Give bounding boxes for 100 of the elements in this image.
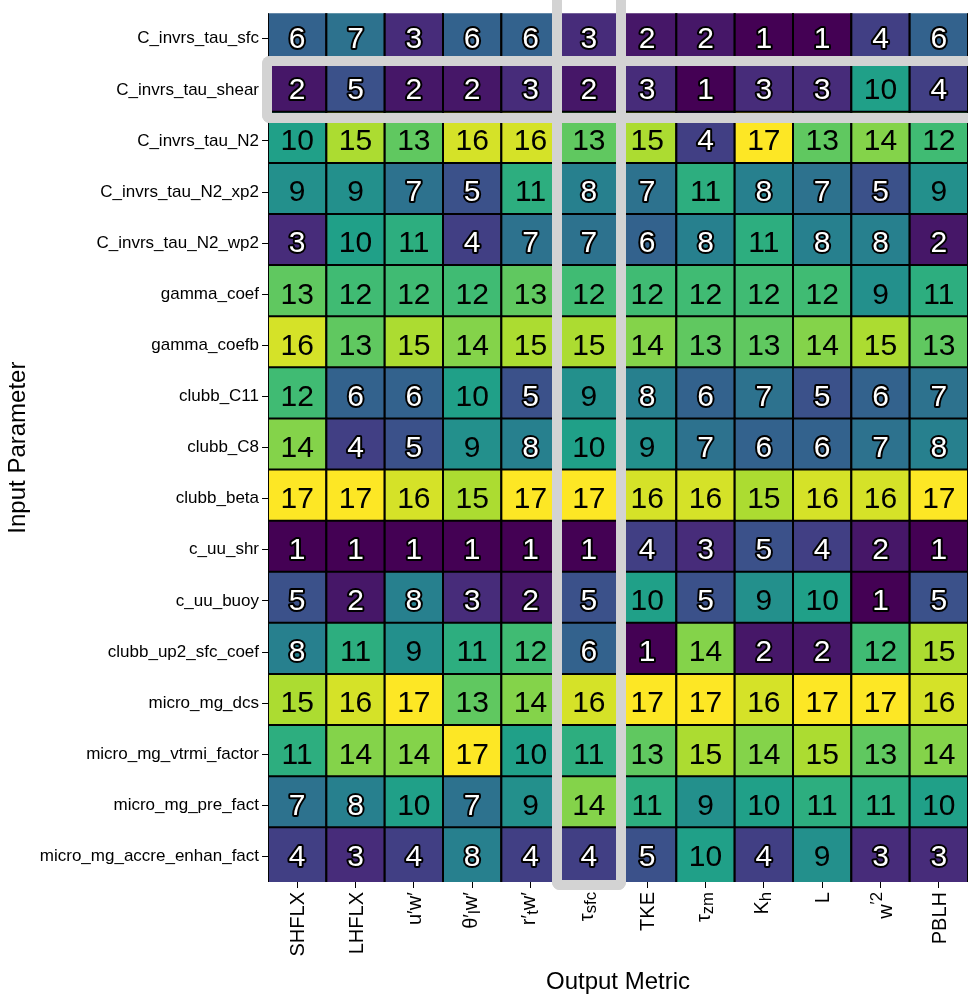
data-label: 17 (630, 685, 664, 719)
data-label: 3 (463, 583, 481, 617)
data-label: 4 (405, 838, 423, 872)
data-label: 17 (455, 736, 489, 770)
y-tick-label: micro_mg_vtrmi_factor (86, 743, 260, 763)
data-label: 1 (288, 532, 306, 566)
data-label: 4 (813, 532, 831, 566)
data-label: 13 (863, 736, 898, 770)
data-label: 14 (455, 327, 489, 361)
data-label: 1 (697, 72, 714, 106)
data-label: 13 (630, 736, 664, 770)
data-label: 10 (922, 787, 956, 821)
x-tick-label: LHFLX (343, 892, 368, 955)
y-tick-label: clubb_C11 (179, 386, 260, 406)
x-tick-label: L (810, 892, 835, 904)
data-label: 3 (638, 72, 656, 106)
y-tick-label: clubb_C8 (187, 437, 260, 457)
data-label: 13 (747, 327, 781, 361)
data-label: 7 (405, 174, 423, 208)
data-label: 2 (930, 225, 948, 259)
data-label: 10 (630, 583, 664, 617)
data-label: 10 (572, 429, 606, 463)
data-label: 17 (280, 480, 314, 514)
data-label: 12 (630, 276, 664, 310)
data-label: 9 (813, 838, 831, 872)
data-label: 2 (697, 21, 714, 55)
data-label: 13 (805, 123, 839, 157)
data-label: 11 (573, 736, 605, 770)
data-label: 3 (347, 838, 364, 872)
data-label: 11 (456, 634, 488, 668)
data-label: 11 (923, 276, 955, 310)
data-label: 17 (922, 480, 956, 514)
data-label: 12 (688, 276, 723, 310)
data-label: 2 (347, 583, 364, 617)
data-label: 12 (397, 276, 431, 310)
data-label: 17 (688, 685, 723, 719)
data-label: 14 (630, 327, 664, 361)
data-label: 15 (922, 634, 956, 668)
data-label: 5 (755, 532, 773, 566)
data-label: 15 (863, 327, 898, 361)
data-label: 16 (338, 685, 373, 719)
data-label: 6 (522, 21, 539, 55)
data-label: 13 (513, 276, 548, 310)
data-label: 17 (747, 123, 781, 157)
data-label: 7 (755, 378, 773, 412)
data-label: 4 (347, 429, 364, 463)
data-label: 16 (630, 480, 664, 514)
data-label: 9 (872, 276, 889, 310)
data-label: 14 (338, 736, 373, 770)
data-label: 12 (572, 276, 606, 310)
data-label: 6 (347, 378, 364, 412)
data-label: 7 (522, 225, 539, 259)
data-label: 8 (930, 429, 948, 463)
data-label: 5 (405, 429, 423, 463)
y-tick-label: C_invrs_tau_shear (116, 79, 260, 99)
data-label: 10 (280, 123, 314, 157)
data-label: 1 (872, 583, 889, 617)
data-label: 17 (863, 685, 898, 719)
data-label: 12 (280, 378, 314, 412)
data-label: 9 (638, 429, 656, 463)
data-label: 14 (397, 736, 431, 770)
data-label: 11 (281, 736, 313, 770)
x-tick-label: SHFLX (285, 892, 310, 957)
data-label: 8 (405, 583, 423, 617)
data-label: 17 (397, 685, 431, 719)
data-label: 9 (463, 429, 481, 463)
y-tick-label: clubb_up2_sfc_coef (107, 641, 260, 661)
data-label: 3 (755, 72, 773, 106)
data-label: 15 (280, 685, 314, 719)
data-label: 9 (930, 174, 948, 208)
data-label: 4 (522, 838, 539, 872)
data-label: 9 (405, 634, 423, 668)
data-label: 7 (288, 787, 306, 821)
data-label: 3 (288, 225, 306, 259)
data-label: 4 (288, 838, 306, 872)
data-label: 10 (338, 225, 373, 259)
data-label: 5 (930, 583, 948, 617)
y-tick-label: micro_mg_pre_fact (113, 795, 260, 815)
data-label: 16 (863, 480, 898, 514)
data-label: 14 (280, 429, 314, 463)
data-label: 12 (747, 276, 781, 310)
data-label: 10 (397, 787, 431, 821)
data-label: 4 (872, 21, 889, 55)
data-label: 1 (638, 634, 656, 668)
data-label: 5 (813, 378, 831, 412)
data-label: 9 (288, 174, 306, 208)
data-label: 4 (638, 532, 656, 566)
data-label: 4 (930, 72, 948, 106)
data-label: 17 (805, 685, 839, 719)
data-label: 2 (405, 72, 423, 106)
data-label: 12 (863, 634, 898, 668)
y-tick-label: c_uu_buoy (175, 590, 260, 610)
y-tick-label: micro_mg_dcs (148, 692, 260, 712)
data-label: 8 (288, 634, 306, 668)
x-tick-label: TKE (635, 892, 660, 931)
data-label: 15 (747, 480, 781, 514)
data-label: 8 (638, 378, 656, 412)
data-label: 2 (580, 72, 598, 106)
data-label: 11 (806, 787, 838, 821)
data-label: 2 (813, 634, 831, 668)
